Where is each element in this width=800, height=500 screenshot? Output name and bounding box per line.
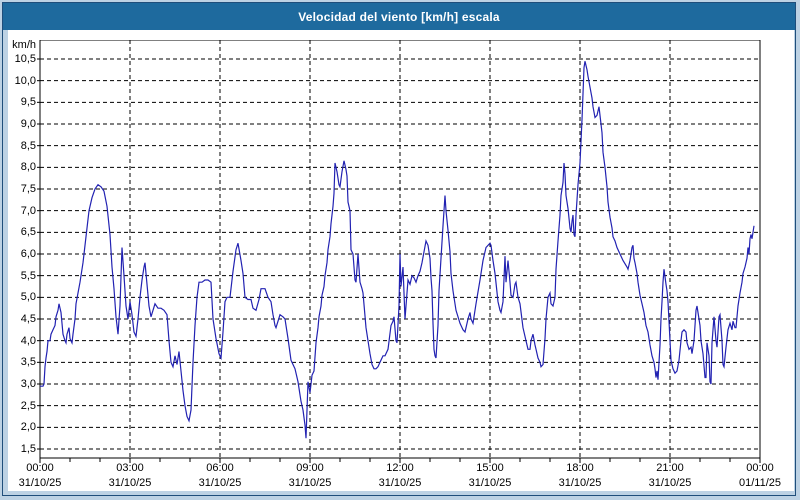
y-tick-label: 7,5 bbox=[20, 183, 36, 195]
x-tick-date: 31/10/25 bbox=[558, 477, 602, 489]
y-tick-label: 4,0 bbox=[20, 335, 36, 347]
x-tick-time: 06:00 bbox=[206, 462, 234, 474]
y-tick-label: 2,5 bbox=[20, 400, 36, 412]
x-tick-date: 31/10/25 bbox=[378, 477, 422, 489]
x-tick-date: 31/10/25 bbox=[198, 477, 242, 489]
chart-series bbox=[40, 61, 755, 439]
y-tick-label: 9,0 bbox=[20, 118, 36, 130]
x-tick-time: 09:00 bbox=[296, 462, 324, 474]
window-title: Velocidad del viento [km/h] escala bbox=[298, 9, 500, 24]
x-tick-time: 21:00 bbox=[656, 462, 684, 474]
x-tick-time: 00:00 bbox=[26, 462, 54, 474]
y-tick-label: 9,5 bbox=[20, 96, 36, 108]
chart-panel bbox=[8, 30, 794, 491]
y-tick-label: 8,0 bbox=[20, 161, 36, 173]
x-tick-date: 31/10/25 bbox=[108, 477, 152, 489]
y-tick-label: 4,5 bbox=[20, 313, 36, 325]
y-tick-label: 5,5 bbox=[20, 270, 36, 282]
y-tick-label: 1,5 bbox=[20, 443, 36, 455]
x-tick-date: 01/11/25 bbox=[738, 477, 781, 489]
y-tick-label: 6,0 bbox=[20, 248, 36, 260]
chart-axis-ticks bbox=[37, 58, 761, 463]
y-tick-label: 3,0 bbox=[20, 378, 36, 390]
x-tick-time: 12:00 bbox=[386, 462, 414, 474]
y-tick-label: 7,0 bbox=[20, 205, 36, 217]
x-tick-time: 00:00 bbox=[746, 462, 774, 474]
y-tick-label: 5,0 bbox=[20, 291, 36, 303]
y-tick-label: 8,5 bbox=[20, 140, 36, 152]
chart-gridlines bbox=[40, 40, 760, 458]
plot-border bbox=[39, 40, 761, 459]
y-axis-unit-label: km/h bbox=[12, 39, 36, 51]
wind-speed-series-line bbox=[40, 61, 755, 439]
x-tick-time: 15:00 bbox=[476, 462, 504, 474]
x-tick-date: 31/10/25 bbox=[468, 477, 512, 489]
y-tick-label: 3,5 bbox=[20, 356, 36, 368]
x-tick-date: 31/10/25 bbox=[648, 477, 692, 489]
x-tick-time: 03:00 bbox=[116, 462, 144, 474]
x-tick-date: 31/10/25 bbox=[288, 477, 332, 489]
x-tick-date: 31/10/25 bbox=[18, 477, 62, 489]
wind-speed-line-chart bbox=[37, 40, 761, 463]
y-tick-label: 6,5 bbox=[20, 226, 36, 238]
window-title-bar: Velocidad del viento [km/h] escala bbox=[3, 3, 795, 30]
y-tick-label: 2,0 bbox=[20, 421, 36, 433]
y-tick-label: 10,0 bbox=[14, 75, 36, 87]
x-tick-time: 18:00 bbox=[566, 462, 594, 474]
y-tick-label: 10,5 bbox=[14, 53, 36, 65]
